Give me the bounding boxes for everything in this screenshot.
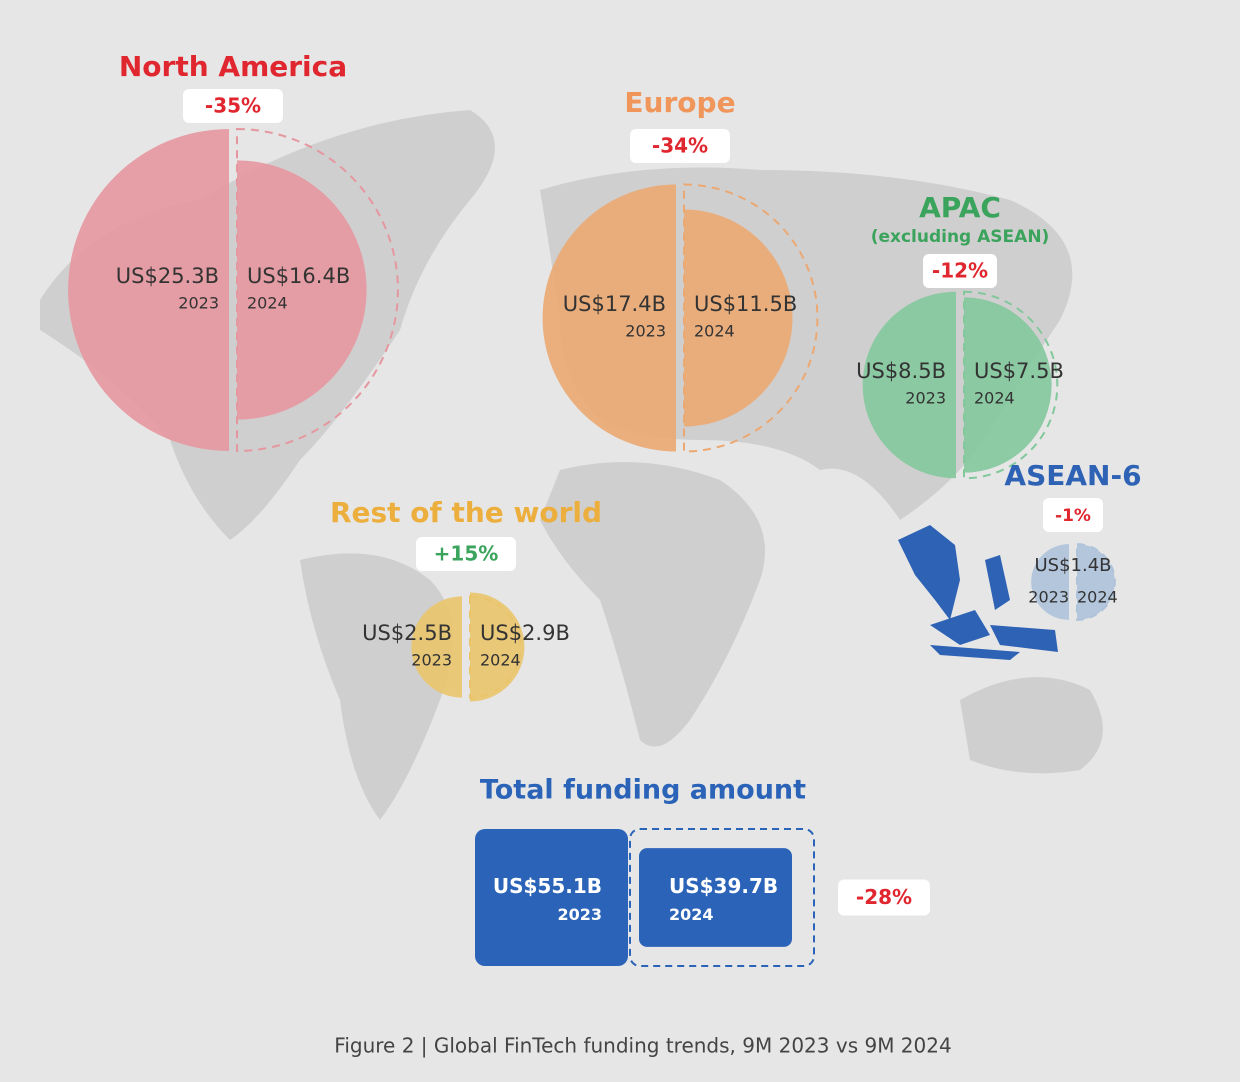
half-circle-2024 (1077, 544, 1115, 620)
year-label: 2023 (178, 294, 219, 313)
amount-label: US$2.9B (480, 621, 570, 645)
year-label: 2024 (974, 389, 1015, 408)
year-label: 2023 (557, 905, 602, 924)
asean-map (898, 525, 1058, 660)
amount-label: US$16.4B (247, 264, 350, 288)
change-badge (923, 254, 997, 288)
change-label: +15% (434, 542, 499, 566)
amount-label: US$1.4B (1034, 555, 1111, 576)
half-circle-2024 (237, 160, 367, 420)
amount-label: US$17.4B (563, 292, 666, 316)
change-label: -34% (652, 134, 708, 158)
year-label: 2024 (480, 651, 521, 670)
half-circle-2023 (542, 184, 676, 452)
total-title: Total funding amount (480, 775, 806, 806)
amount-label: US$11.5B (694, 292, 797, 316)
amount-label: US$2.5B (362, 621, 452, 645)
change-badge (183, 89, 283, 123)
reference-outline (236, 128, 399, 452)
amount-label: US$7.5B (974, 359, 1064, 383)
half-circle-2023 (862, 291, 956, 479)
change-label: -12% (932, 259, 988, 283)
reference-outline (683, 183, 819, 453)
half-circle-2023 (411, 596, 462, 698)
amount-label: US$39.7B (669, 874, 778, 898)
change-badge (416, 537, 516, 571)
half-circle-2023 (68, 129, 229, 451)
year-label: 2023 (905, 389, 946, 408)
region-title: Rest of the world (330, 496, 602, 529)
change-badge (838, 879, 930, 916)
year-label: 2024 (669, 905, 714, 924)
amount-label: US$8.5B (856, 359, 946, 383)
change-label: -1% (1055, 506, 1091, 526)
region-title: North America (119, 50, 347, 83)
change-label: -35% (205, 94, 261, 118)
change-badge (1043, 498, 1103, 532)
year-label: 2023 (411, 651, 452, 670)
region-title: APAC (919, 191, 1001, 224)
bar-2024 (639, 848, 792, 947)
caption: Figure 2 | Global FinTech funding trends… (334, 1034, 951, 1058)
region-title: ASEAN-6 (1004, 459, 1141, 492)
half-circle-2024 (684, 209, 793, 427)
year-label: 2024 (247, 294, 288, 313)
half-circle-2024 (470, 592, 525, 702)
region-subtitle: (excluding ASEAN) (871, 227, 1050, 247)
year-label: 2024 (1077, 588, 1118, 607)
half-circle-2023 (1031, 544, 1069, 620)
amount-label: US$55.1B (493, 874, 602, 898)
change-badge (630, 129, 730, 163)
bar-2023 (475, 829, 628, 966)
year-label: 2023 (1028, 588, 1069, 607)
year-label: 2024 (694, 322, 735, 341)
year-label: 2023 (625, 322, 666, 341)
region-title: Europe (624, 86, 735, 119)
reference-outline (963, 290, 1059, 480)
half-circle-2024 (964, 297, 1052, 473)
amount-label: US$25.3B (116, 264, 219, 288)
change-label: -28% (856, 885, 912, 909)
